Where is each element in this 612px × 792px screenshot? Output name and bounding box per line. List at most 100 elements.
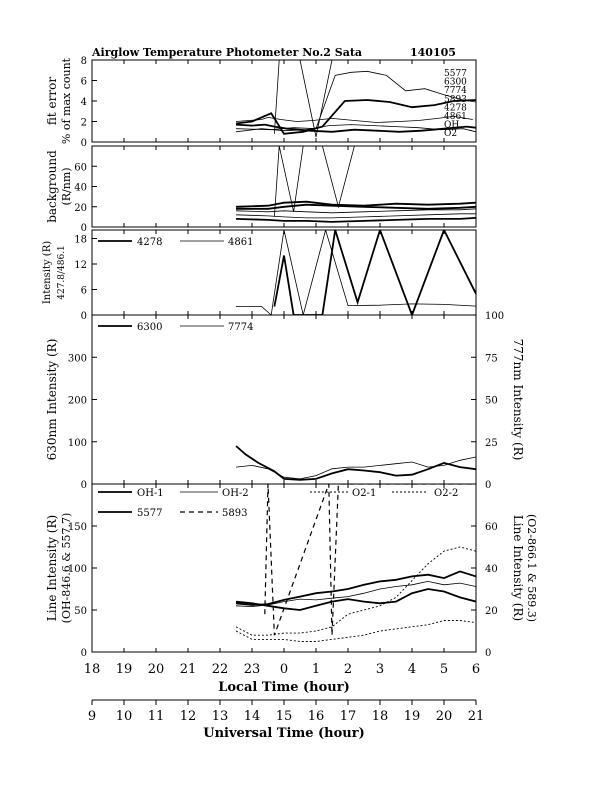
y-tick-label: 300: [68, 353, 87, 364]
x-tick-label: 6: [472, 662, 480, 677]
panel-background: 0 20 40 60 background (R/nm): [45, 145, 477, 234]
y-tick-label: 6: [81, 77, 87, 88]
y2-tick-label: 75: [485, 353, 498, 364]
x-tick-label: 4: [408, 662, 416, 677]
series-line-e: [235, 217, 476, 223]
y-tick-label: 4: [81, 97, 87, 108]
y-axis-label: 630nm Intensity (R): [45, 339, 59, 461]
y2-tick-label: 60: [485, 522, 498, 533]
y-tick-label: 20: [74, 203, 87, 214]
legend-label: 5893: [222, 508, 247, 519]
x-tick-label: 21: [180, 662, 197, 677]
x-tick-label: 20: [148, 662, 165, 677]
y-axis-label-sub: % of max count: [60, 57, 73, 144]
x-tick-label: 0: [280, 662, 288, 677]
x-tick-label: 23: [244, 662, 261, 677]
series-line-b: [236, 203, 476, 210]
x-tick-label: 2: [344, 662, 352, 677]
x-tick-label: 19: [116, 662, 133, 677]
y-axis-label-sub: 427.8/486.1: [57, 245, 67, 300]
panel-fit-error: 0 2 4 6 8 fit error% of max count 557763007774…: [45, 56, 477, 149]
y2-tick-label: 20: [485, 606, 498, 617]
ut-tick-label: 17: [340, 709, 357, 724]
legend-label: O2: [444, 129, 457, 139]
legend-label: 4861: [444, 112, 467, 122]
y-tick-label: 0: [81, 138, 87, 149]
y-tick-label: 0: [81, 223, 87, 234]
y-tick-label: 12: [74, 260, 87, 271]
y-axis-label: fit error: [45, 77, 59, 125]
legend-label: 4278: [137, 237, 162, 248]
legend-label: 7774: [228, 322, 253, 333]
series-line-6300: [235, 99, 476, 135]
figure-date: 140105: [410, 46, 456, 59]
legend-label: 7774: [444, 86, 467, 96]
y-axis-label: Intensity (R): [42, 241, 53, 304]
y2-tick-label: 40: [485, 564, 498, 575]
y-tick-label: 8: [81, 56, 87, 67]
y-axis-label: background: [45, 150, 59, 223]
x-tick-label: 1: [312, 662, 320, 677]
y-tick-label: 0: [81, 480, 87, 491]
y-tick-label: 40: [74, 183, 87, 194]
ut-tick-label: 10: [116, 709, 133, 724]
y2-axis-label: 777nm Intensity (R): [511, 339, 525, 461]
y-axis-label: Line Intensity (R): [45, 515, 59, 621]
legend-label: 4278: [444, 103, 467, 113]
y2-tick-label: 50: [485, 396, 498, 407]
legend-label: OH-1: [137, 488, 164, 499]
x-tick-label: 18: [84, 662, 101, 677]
ut-tick-label: 16: [308, 709, 325, 724]
y-tick-label: 50: [74, 606, 87, 617]
x-tick-label: 3: [376, 662, 384, 677]
legend-label: 5893: [444, 95, 467, 105]
legend-label: O2-2: [434, 488, 458, 499]
y2-tick-label: 0: [485, 480, 491, 491]
ut-tick-label: 14: [244, 709, 261, 724]
series-line-5577: [235, 115, 473, 123]
series-line-oh-2: [235, 580, 476, 608]
legend-label: 5577: [137, 508, 162, 519]
ut-tick-label: 13: [212, 709, 229, 724]
y2-tick-label: 100: [485, 311, 504, 322]
y-tick-label: 60: [74, 162, 87, 173]
y-tick-label: 6: [81, 286, 87, 297]
x-tick-label: 22: [212, 662, 229, 677]
series-line-4861: [274, 60, 348, 137]
legend-label: 5577: [444, 69, 467, 79]
ut-tick-label: 11: [148, 709, 165, 724]
ut-axis-label: Universal Time (hour): [203, 726, 365, 741]
ut-tick-label: 21: [468, 709, 485, 724]
series-line-4278: [273, 230, 476, 315]
panel-red-green: 0 100 200 300 0 25 50 75 100 630nm Intensity (R) 7…: [45, 311, 525, 491]
series-line-4278: [235, 123, 476, 133]
series-line-oh-1: [235, 570, 476, 606]
ut-tick-label: 12: [180, 709, 197, 724]
series-line-o2-2: [235, 620, 476, 642]
legend-label: 4861: [228, 237, 253, 248]
ut-tick-label: 19: [404, 709, 421, 724]
series-line-c: [235, 208, 476, 214]
ut-tick-label: 20: [436, 709, 453, 724]
x-axis-label: Local Time (hour): [218, 680, 350, 695]
x-tick-label: 5: [440, 662, 448, 677]
series-line-5893: [235, 70, 476, 131]
series-line-7774: [235, 456, 476, 480]
series-line-f: [274, 146, 355, 217]
y-tick-label: 150: [68, 522, 87, 533]
ut-tick-label: 18: [372, 709, 389, 724]
ut-tick-label: 15: [276, 709, 293, 724]
y-tick-label: 0: [81, 311, 87, 322]
legend-label: 6300: [444, 78, 467, 88]
legend-label: OH-2: [222, 488, 249, 499]
y-axis-label-sub: (R/nm): [60, 167, 73, 205]
y-axis-label-sub: (OH-846.6 & 557.7): [60, 513, 73, 624]
panel-frame: [91, 59, 477, 143]
panel-blue-lines: 0 6 12 18 Intensity (R) 427.8/486.1 4278 4861: [42, 229, 477, 322]
series-line-4861: [236, 230, 476, 315]
series-line-d: [235, 213, 476, 219]
y-tick-label: 0: [81, 648, 87, 659]
